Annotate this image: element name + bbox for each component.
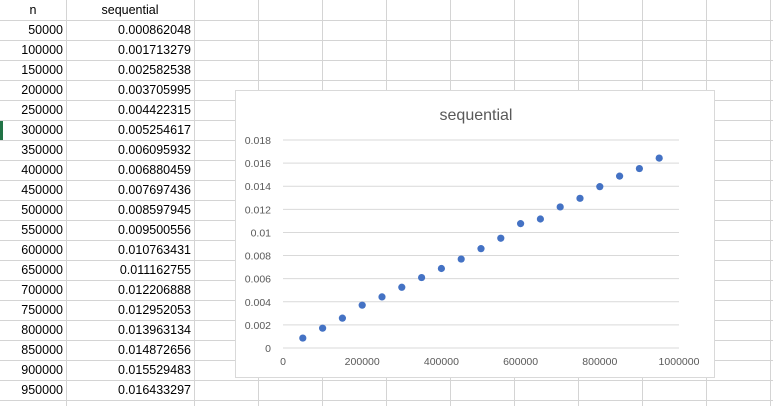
y-tick-label: 0.002 [245,320,271,332]
cell-sequential[interactable]: 0.011162755 [119,263,191,277]
data-point [576,194,584,202]
data-point [299,334,307,342]
cell-n[interactable]: 850000 [21,343,63,357]
data-point [319,324,327,332]
cell-n[interactable]: 350000 [21,143,63,157]
data-point [635,164,643,173]
x-tick-label: 400000 [424,356,459,368]
cell-sequential[interactable]: 0.007697436 [118,183,191,197]
cell-n[interactable]: 900000 [21,363,63,377]
cell-n[interactable]: 250000 [21,103,63,117]
y-tick-label: 0 [265,343,271,355]
data-point [457,255,465,263]
cell-n[interactable]: 700000 [21,283,63,297]
data-point [497,234,505,242]
row-gridline [0,80,773,81]
cell-n[interactable]: 750000 [21,303,63,317]
y-tick-label: 0.006 [245,274,271,286]
data-point [655,154,663,162]
row-gridline [0,60,773,61]
cell-n[interactable]: 100000 [21,43,63,57]
data-point [418,273,426,282]
cell-n[interactable]: 300000 [21,123,63,137]
cell-n[interactable]: 550000 [21,223,63,237]
data-point [378,293,386,301]
header-cell-sequential[interactable]: sequential [101,3,159,17]
chart-title: sequential [440,107,513,124]
data-point [338,314,346,322]
data-point [358,301,366,309]
x-tick-label: 1000000 [659,356,700,368]
cell-sequential[interactable]: 0.006095932 [118,143,191,157]
active-row-indicator [0,120,3,140]
y-tick-label: 0.01 [251,227,272,239]
data-point [616,172,624,180]
data-point [517,220,525,228]
header-cell-n[interactable]: n [29,3,37,17]
row-gridline [0,20,773,21]
cell-sequential[interactable]: 0.001713279 [118,43,191,57]
cell-sequential[interactable]: 0.014872656 [118,343,191,357]
cell-sequential[interactable]: 0.002582538 [118,63,191,77]
cell-n[interactable]: 500000 [21,203,63,217]
data-point [398,283,406,291]
cell-sequential[interactable]: 0.015529483 [118,363,191,377]
row-gridline [0,400,773,401]
column-gridline [194,0,195,406]
cell-sequential[interactable]: 0.005254617 [118,123,191,137]
data-point [596,183,604,191]
y-tick-label: 0.014 [245,181,271,193]
cell-n[interactable]: 200000 [21,83,63,97]
cell-n[interactable]: 400000 [21,163,63,177]
y-tick-label: 0.018 [245,135,271,147]
y-tick-label: 0.012 [245,204,271,216]
y-tick-label: 0.004 [245,297,271,309]
cell-n[interactable]: 800000 [21,323,63,337]
cell-sequential[interactable]: 0.008597945 [118,203,191,217]
column-gridline [770,0,771,406]
cell-sequential[interactable]: 0.006880459 [118,163,191,177]
data-point [437,264,445,273]
cell-n[interactable]: 150000 [21,63,63,77]
cell-n[interactable]: 450000 [21,183,63,197]
cell-sequential[interactable]: 0.009500556 [118,223,191,237]
data-point [477,245,485,253]
data-point [536,215,544,223]
cell-n[interactable]: 650000 [21,263,63,277]
x-tick-label: 200000 [345,356,380,368]
chart-canvas: sequential 0 0.002 0.004 0.006 0.008 0.01 0.012… [245,107,700,368]
cell-sequential[interactable]: 0.004422315 [118,103,191,117]
cell-sequential[interactable]: 0.012952053 [118,303,191,317]
y-tick-label: 0.016 [245,158,271,170]
cell-sequential[interactable]: 0.013963134 [118,323,191,337]
column-gridline [66,0,67,406]
cell-sequential[interactable]: 0.012206888 [118,283,191,297]
cell-sequential[interactable]: 0.010763431 [118,243,191,257]
x-tick-label: 0 [280,356,286,368]
row-gridline [0,380,773,381]
cell-sequential[interactable]: 0.000862048 [118,23,191,37]
data-point [556,203,564,211]
cell-n[interactable]: 50000 [28,23,63,37]
x-tick-label: 800000 [582,356,617,368]
cell-sequential[interactable]: 0.003705995 [118,83,191,97]
cell-sequential[interactable]: 0.016433297 [118,383,191,397]
y-tick-label: 0.008 [245,251,271,263]
cell-n[interactable]: 950000 [21,383,63,397]
scatter-chart[interactable]: sequential 0 0.002 0.004 0.006 0.008 0.01 0.012… [235,90,715,378]
x-tick-label: 600000 [503,356,538,368]
row-gridline [0,40,773,41]
cell-n[interactable]: 600000 [21,243,63,257]
